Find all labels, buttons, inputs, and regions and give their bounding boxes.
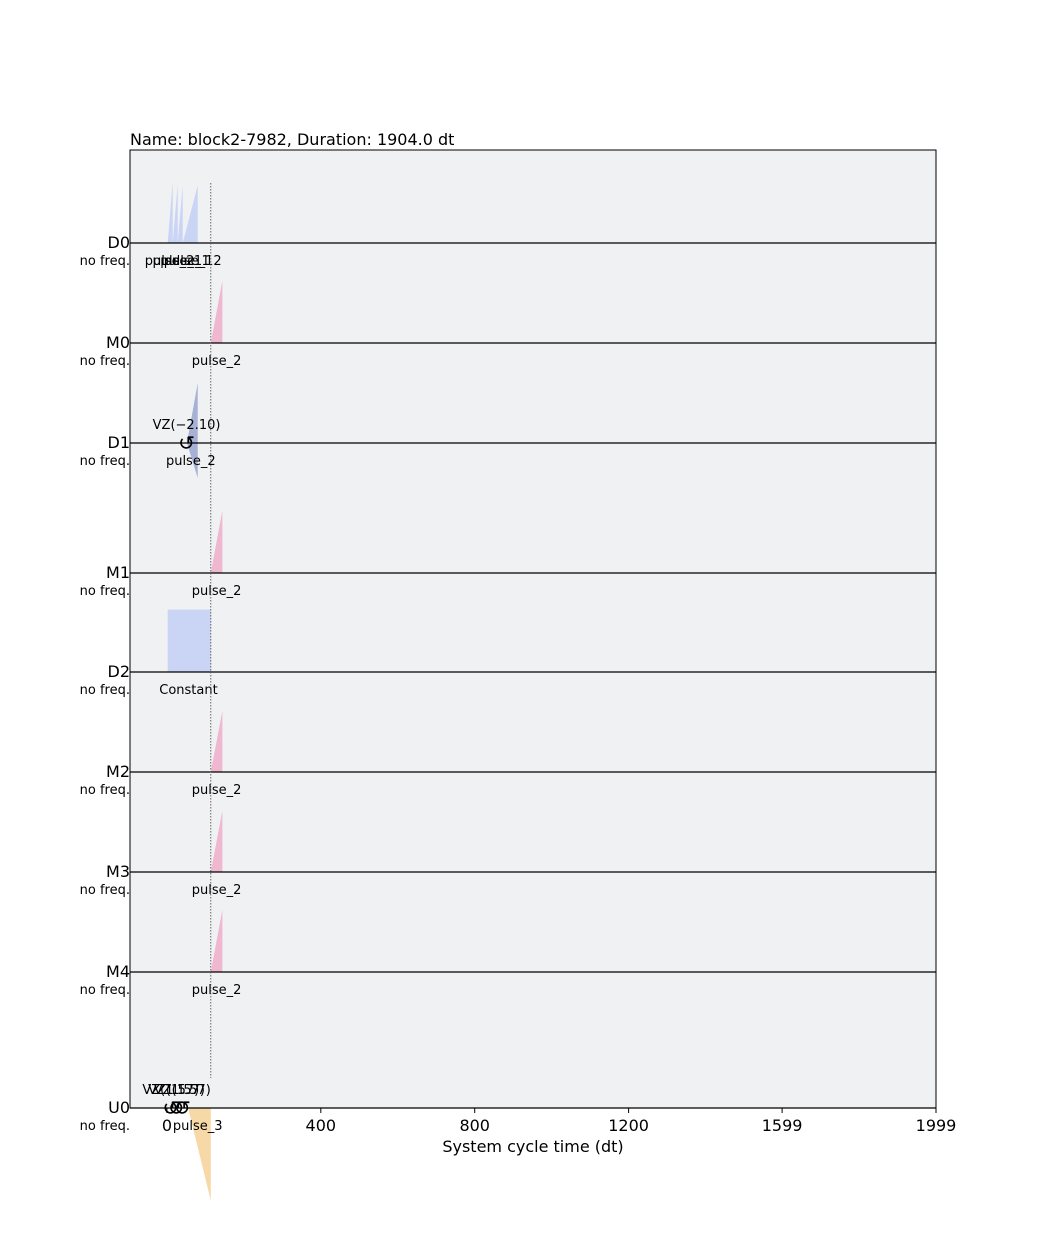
- pulse-label-U0-0: pulse_3: [173, 1119, 223, 1134]
- channel-label-M4: M4: [106, 962, 130, 981]
- phase-label-U0-1: VZ(1.57): [148, 1083, 205, 1098]
- channel-label-M3: M3: [106, 862, 130, 881]
- channel-label-U0: U0: [108, 1098, 130, 1117]
- channel-label-D1: D1: [108, 433, 131, 452]
- waveform-U0-0: [188, 1108, 211, 1201]
- channel-label-D2: D2: [108, 662, 131, 681]
- pulse-label-D0-1: pulse_1: [152, 254, 202, 269]
- freq-label-D1: no freq.: [80, 454, 130, 469]
- waveform-D0-1: [172, 184, 178, 243]
- waveform-D2-0: [167, 609, 211, 672]
- waveform-M2-0: [210, 711, 223, 772]
- x-tick-label-4: 1599: [762, 1116, 803, 1135]
- channel-label-D0: D0: [108, 233, 131, 252]
- phase-label-U0-2: VZ(1.57): [154, 1083, 211, 1098]
- pulse-label-D0-3: pulse_12: [164, 254, 222, 269]
- freq-label-M2: no freq.: [80, 783, 130, 798]
- channel-label-M1: M1: [106, 563, 130, 582]
- channel-label-M2: M2: [106, 762, 130, 781]
- x-axis-label: System cycle time (dt): [442, 1137, 624, 1156]
- freq-label-M1: no freq.: [80, 584, 130, 599]
- waveform-D1-0: [186, 383, 198, 478]
- pulse-label-M4-0: pulse_2: [192, 983, 242, 998]
- waveform-D0-0: [167, 181, 173, 243]
- pulse-label-D0-0: pulse_2: [145, 254, 195, 269]
- pulse-label-M3-0: pulse_2: [192, 883, 242, 898]
- freq-label-M4: no freq.: [80, 983, 130, 998]
- freq-label-D0: no freq.: [80, 254, 130, 269]
- x-tick-label-3: 1200: [608, 1116, 649, 1135]
- pulse-label-M1-0: pulse_2: [192, 584, 242, 599]
- x-tick-label-5: 1999: [916, 1116, 957, 1135]
- waveform-D0-2: [177, 185, 183, 243]
- pulse-label-D0-2: pulse_1: [160, 254, 210, 269]
- freq-label-M0: no freq.: [80, 354, 130, 369]
- waveform-M4-0: [210, 910, 223, 972]
- x-tick-label-1: 400: [306, 1116, 337, 1135]
- pulse-label-D2-0: Constant: [159, 683, 217, 698]
- pulse-label-D1-0: pulse_2: [166, 454, 216, 469]
- plot-area: [130, 150, 936, 1108]
- waveform-D0-3: [182, 185, 198, 243]
- plot-frame: [129, 149, 937, 1109]
- pulse-label-M2-0: pulse_2: [192, 783, 242, 798]
- waveform-M3-0: [210, 811, 223, 872]
- channel-label-M0: M0: [106, 333, 130, 352]
- waveform-M1-0: [210, 510, 223, 573]
- freq-label-M3: no freq.: [80, 883, 130, 898]
- phase-label-D1-0: VZ(−2.10): [153, 418, 221, 433]
- x-tick-label-0: 0: [162, 1116, 172, 1135]
- phase-label-U0-0: VZ(1.57): [142, 1083, 199, 1098]
- chart-title: Name: block2-7982, Duration: 1904.0 dt: [130, 130, 455, 149]
- waveform-M0-0: [210, 281, 223, 343]
- freq-label-U0: no freq.: [80, 1119, 130, 1134]
- pulse-label-M0-0: pulse_2: [192, 354, 242, 369]
- freq-label-D2: no freq.: [80, 683, 130, 698]
- x-tick-label-2: 800: [459, 1116, 490, 1135]
- phase-icon-D1-0: ↺: [178, 431, 195, 455]
